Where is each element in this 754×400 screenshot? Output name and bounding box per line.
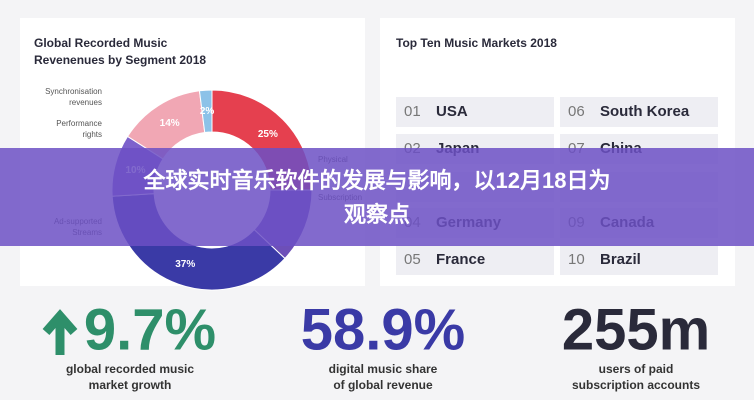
row-box — [560, 97, 718, 127]
market-name: France — [436, 251, 485, 268]
stat-caption: of global revenue — [333, 378, 433, 392]
up-arrow — [42, 309, 78, 355]
rank: 05 — [404, 251, 421, 268]
banner — [0, 148, 754, 246]
stat-caption: subscription accounts — [572, 378, 700, 392]
stat-caption: users of paid — [599, 362, 674, 376]
rank: 01 — [404, 103, 421, 120]
segment-value-label: 25% — [258, 129, 278, 140]
segment-value-label: 2% — [200, 106, 215, 117]
market-name: Brazil — [600, 251, 641, 268]
segment-label: Performance — [56, 119, 102, 128]
row-box — [396, 245, 554, 275]
segment-label: revenues — [69, 98, 102, 107]
banner-title: 全球实时音乐软件的发展与影响，以12月18日为 — [143, 168, 611, 193]
segment-value-label: 14% — [160, 118, 180, 129]
stat-caption: market growth — [89, 378, 172, 392]
stat-caption: digital music share — [329, 362, 438, 376]
left-title: Global Recorded Music — [34, 36, 168, 50]
stat-caption: global recorded music — [66, 362, 194, 376]
stat-value: 58.9% — [301, 297, 465, 362]
segment-label: rights — [82, 130, 102, 139]
row-box — [396, 97, 554, 127]
banner-title: 观察点 — [344, 202, 410, 227]
market-name: USA — [436, 103, 468, 120]
rank: 06 — [568, 103, 585, 120]
stat-value: 255m — [562, 297, 710, 362]
row-box — [560, 245, 718, 275]
rank: 10 — [568, 251, 585, 268]
left-title: Revenenues by Segment 2018 — [34, 53, 206, 67]
segment-label: Synchronisation — [45, 87, 102, 96]
segment-value-label: 37% — [175, 259, 195, 270]
stat-value: 9.7% — [84, 297, 216, 362]
donut-segment — [198, 89, 213, 134]
market-name: South Korea — [600, 103, 690, 120]
right-title: Top Ten Music Markets 2018 — [396, 36, 557, 50]
